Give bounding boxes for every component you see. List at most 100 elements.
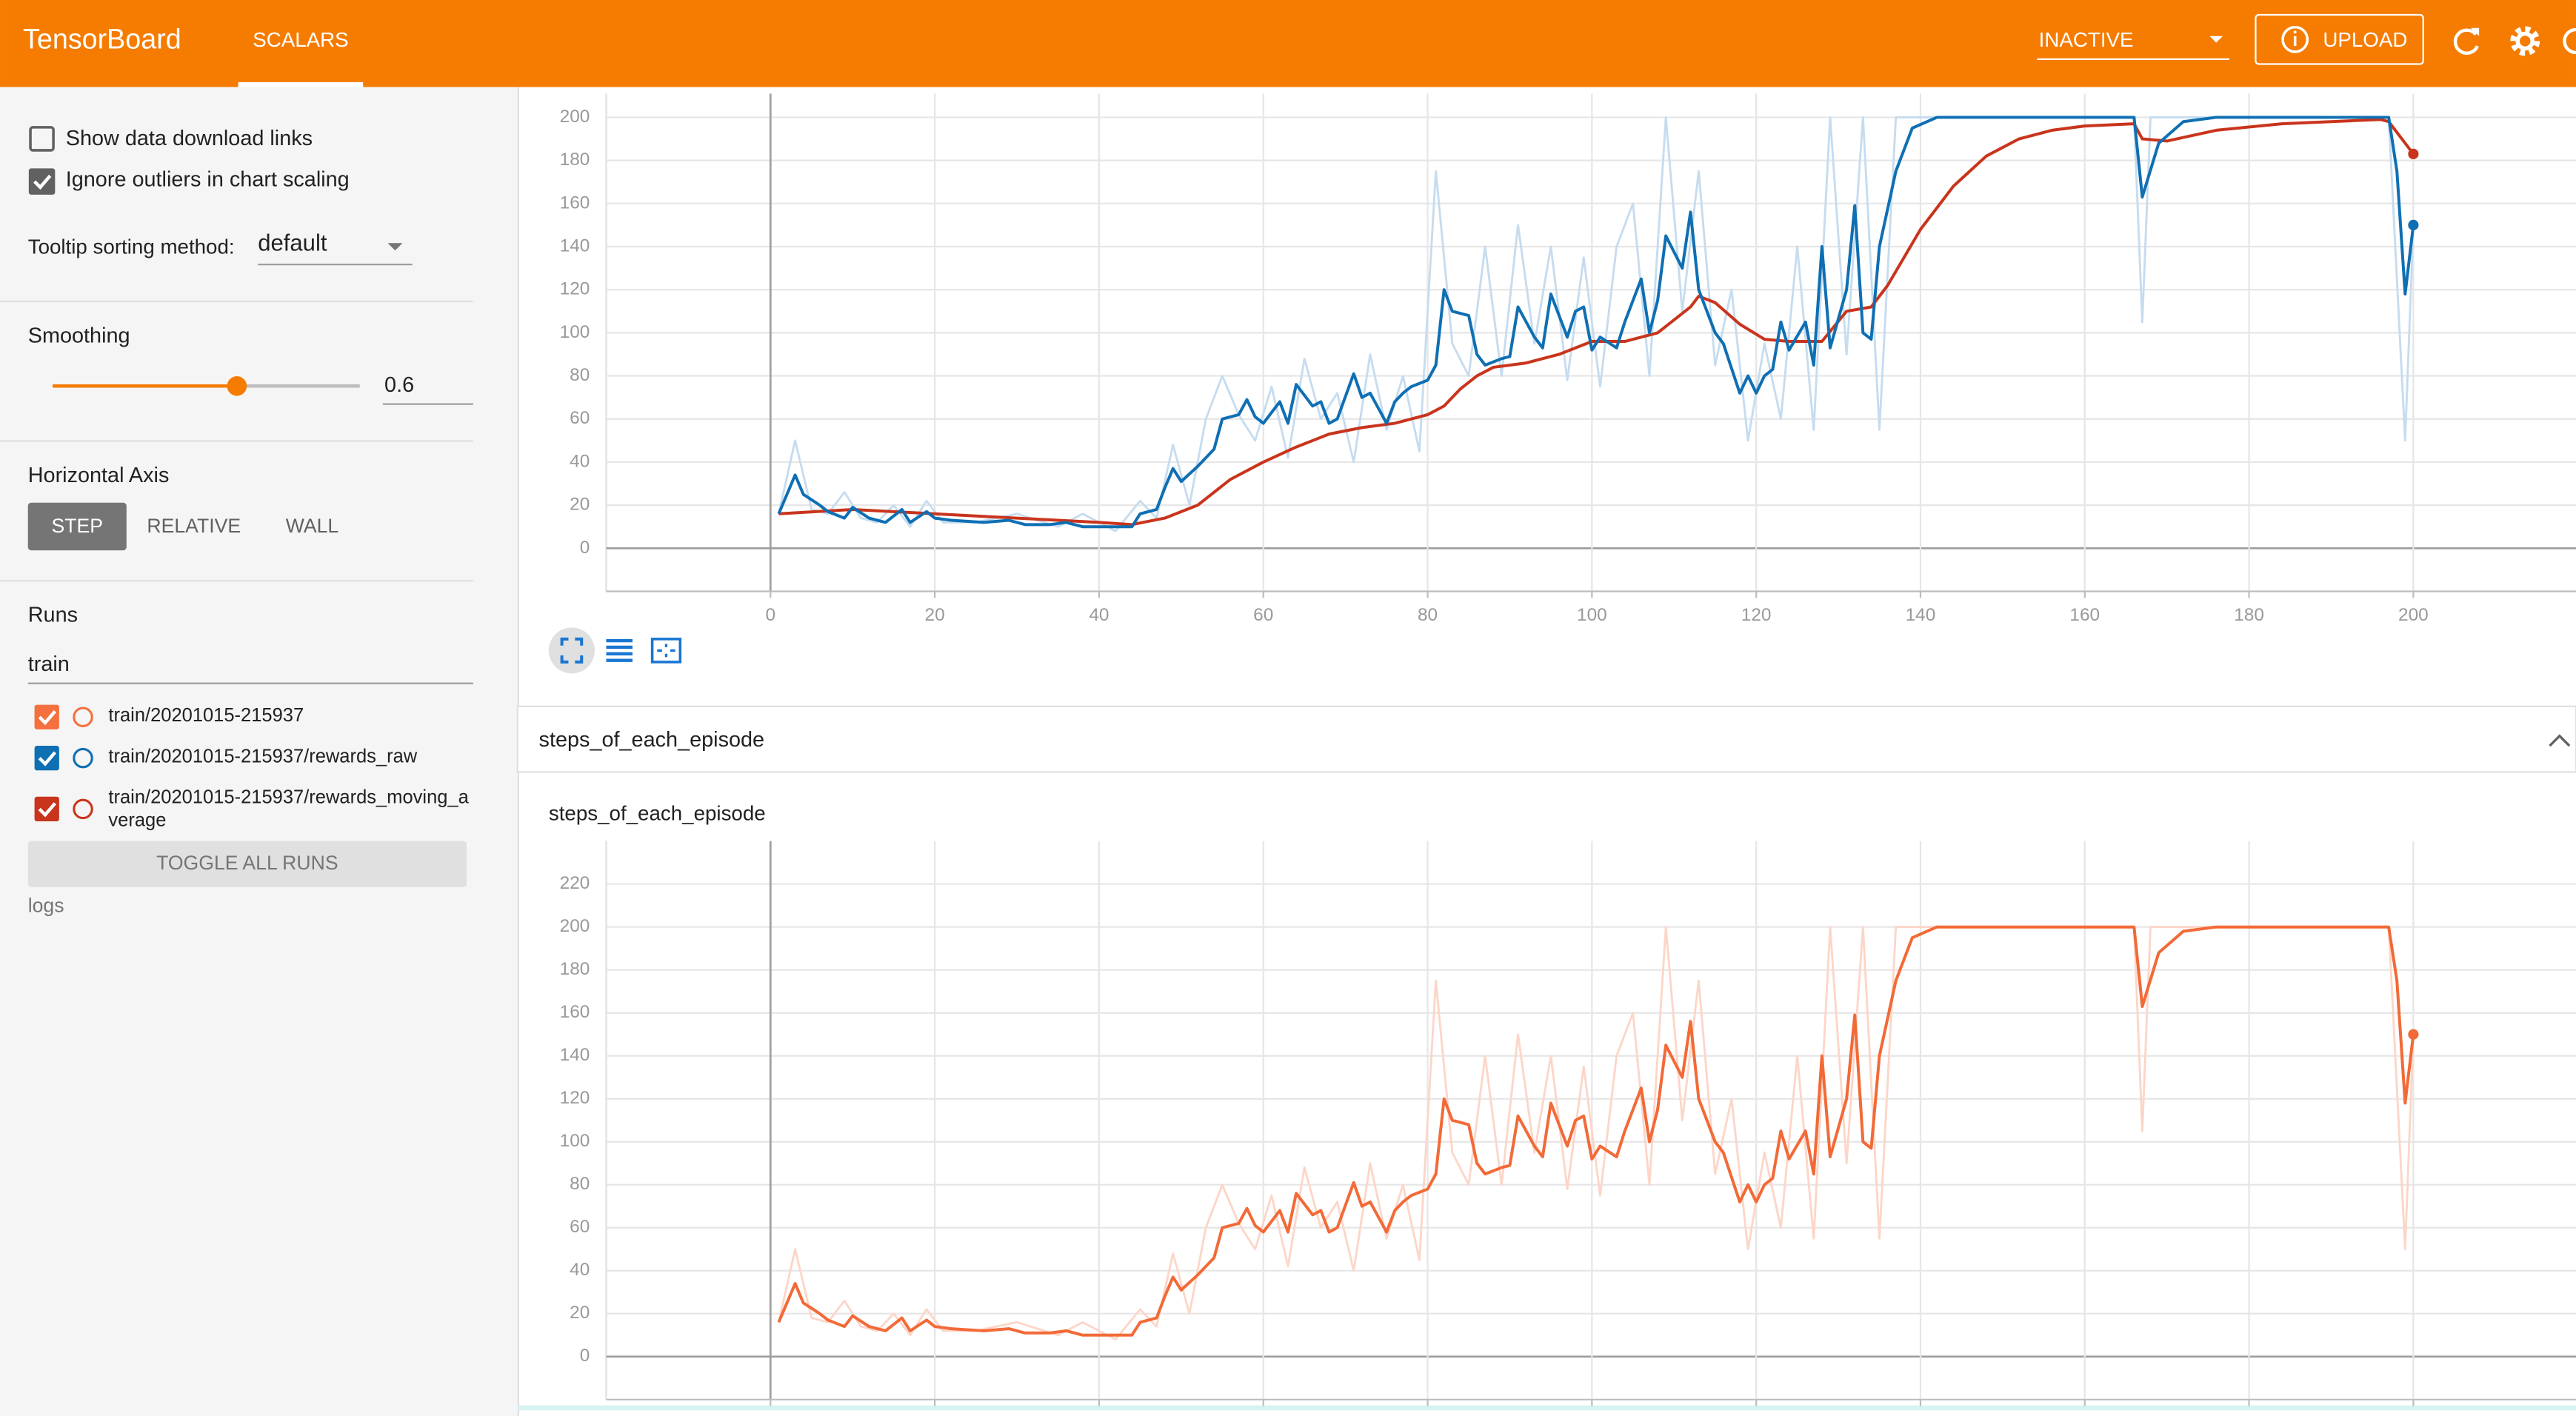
y-tick-label: 100 [560, 322, 590, 342]
y-tick-label: 0 [580, 538, 590, 558]
sidebar [0, 87, 518, 1416]
toggle-label: TOGGLE ALL RUNS [156, 852, 338, 874]
run-name: train/20201015-215937 [108, 705, 304, 726]
y-tick-label: 80 [570, 365, 590, 385]
log-scale-button[interactable] [606, 638, 633, 662]
y-tick-label: 120 [560, 1088, 590, 1108]
toggle-button[interactable] [27, 841, 467, 887]
x-tick-label: 120 [1741, 605, 1772, 625]
run-name-wrap: train/20201015-215937/rewards_moving_ave… [108, 788, 469, 832]
run-color[interactable] [73, 747, 93, 769]
y-tick-label: 220 [560, 873, 590, 893]
y-tick-label: 160 [560, 1002, 590, 1022]
checkmark [38, 751, 57, 767]
y-tick-label: 100 [560, 1131, 590, 1151]
x-tick-label: 40 [1089, 605, 1109, 625]
y-tick-label: 0 [580, 1346, 590, 1366]
refresh-icon[interactable] [2453, 28, 2479, 55]
tab-indicator [238, 81, 364, 87]
checkbox-label: Ignore outliers in chart scaling [66, 168, 350, 192]
y-tick-label: 60 [570, 1217, 590, 1237]
upload-button[interactable] [2255, 13, 2424, 65]
line-series [777, 926, 2415, 1341]
status-dropdown[interactable]: INACTIVE [2039, 28, 2134, 51]
settings-icon[interactable] [2510, 26, 2540, 56]
dropdown-arrow [387, 243, 403, 251]
run-name: train/20201015-215937/rewards_raw [108, 746, 417, 767]
y-tick-label: 40 [570, 451, 590, 471]
line-series [777, 116, 2415, 532]
x-tick-label: 20 [925, 605, 945, 625]
y-tick-label: 120 [560, 279, 590, 299]
x-tick-label: 60 [1253, 605, 1273, 625]
y-tick-label: 180 [560, 959, 590, 979]
x-tick-label: 160 [2069, 605, 2100, 625]
chart: 0 20 40 60 80 100 120 140 160 180 200 0 20 40 60 80 100 1… [560, 93, 2576, 625]
logs-label: logs [28, 894, 64, 916]
last-point [2408, 1029, 2419, 1040]
axis-label: Horizontal Axis [28, 464, 170, 487]
upload-label: UPLOAD [2323, 28, 2407, 51]
settings-icon [2515, 31, 2535, 51]
section-header[interactable] [516, 705, 2576, 773]
y-tick-label: 160 [560, 193, 590, 213]
header-bar [0, 0, 2576, 87]
run-checkbox[interactable] [34, 796, 59, 822]
checkbox-label: Show data download links [66, 127, 313, 150]
smoothing-value[interactable]: 0.6 [384, 373, 414, 397]
tooltip-dropdown[interactable]: default [258, 230, 327, 256]
x-tick-label: 0 [766, 605, 776, 625]
x-tick-label: 80 [1418, 605, 1438, 625]
axis-option: STEP [52, 515, 104, 537]
x-tick-label: 200 [2398, 605, 2429, 625]
checkmark [38, 802, 57, 818]
fullscreen-button[interactable] [548, 627, 595, 674]
x-tick-label: 140 [1906, 605, 1936, 625]
y-tick-label: 80 [570, 1174, 590, 1194]
axis-option[interactable]: RELATIVE [147, 515, 241, 537]
axis-option-selected[interactable] [27, 502, 127, 551]
app-title: TensorBoard [23, 23, 181, 54]
dropdown-arrow [2209, 36, 2223, 43]
fit-domain-button[interactable] [650, 638, 682, 664]
tab[interactable]: SCALARS [253, 28, 348, 51]
runs-filter[interactable]: train [28, 652, 70, 676]
checkmark [33, 174, 52, 190]
run-checkbox[interactable] [34, 704, 59, 729]
y-tick-label: 140 [560, 236, 590, 256]
line-series [778, 118, 2415, 527]
fullscreen-icon [560, 637, 584, 664]
chart-title: steps_of_each_episode [549, 802, 766, 825]
line-series [777, 925, 2415, 1337]
y-tick-label: 180 [560, 150, 590, 170]
slider-knob[interactable] [227, 375, 247, 396]
run-name: train/20201015-215937/rewards_moving_ave… [108, 788, 469, 832]
axis-option[interactable]: WALL [286, 515, 338, 537]
collapse-icon[interactable] [2549, 734, 2571, 747]
last-point [2408, 148, 2419, 159]
y-tick-label: 40 [570, 1260, 590, 1280]
y-tick-label: 140 [560, 1045, 590, 1065]
refresh-icon [2471, 27, 2480, 36]
tooltip-label: Tooltip sorting method: [28, 235, 235, 258]
fit-domain-icon [657, 644, 675, 658]
y-tick-label: 20 [570, 1303, 590, 1323]
run-checkbox[interactable] [34, 746, 59, 771]
smoothing-label: Smoothing [28, 324, 130, 347]
info-icon [2293, 30, 2297, 34]
checkbox[interactable] [29, 126, 55, 152]
checkbox-checked[interactable] [28, 168, 56, 195]
y-tick-label: 200 [560, 107, 590, 127]
run-color[interactable] [73, 707, 93, 727]
x-tick-label: 100 [1577, 605, 1607, 625]
y-tick-label: 60 [570, 408, 590, 428]
runs-label: Runs [28, 603, 78, 627]
run-color[interactable] [73, 798, 93, 820]
x-tick-label: 180 [2234, 605, 2264, 625]
y-tick-label: 20 [570, 495, 590, 515]
checkmark [38, 709, 57, 726]
section-title: steps_of_each_episode [539, 728, 765, 752]
